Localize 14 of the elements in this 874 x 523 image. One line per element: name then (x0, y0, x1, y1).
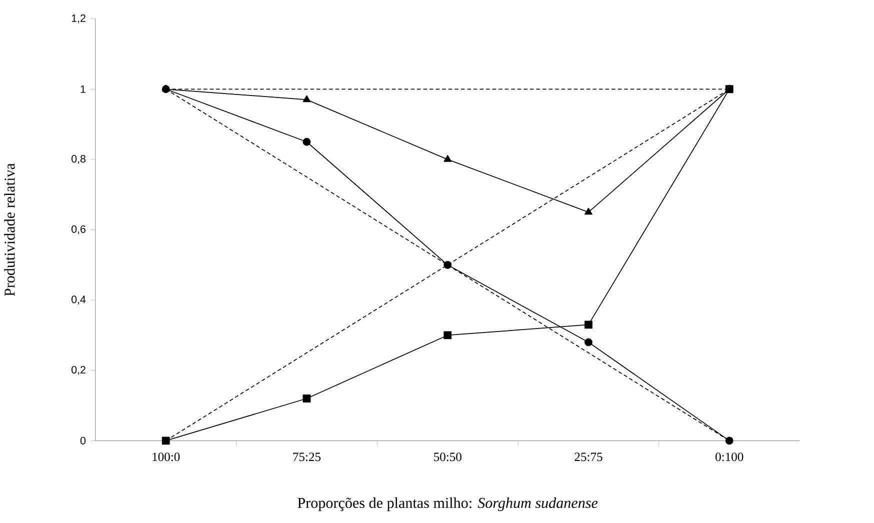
x-tick-label: 0:100 (716, 452, 744, 462)
y-tick-label: 0,2 (72, 366, 86, 375)
y-tick-label: 0,6 (72, 226, 86, 234)
y-tick-label: 1 (80, 86, 86, 93)
y-axis-title: Produtividade relativa (4, 163, 15, 296)
y-tick-label: 0 (80, 437, 86, 445)
x-tick-label: 75:25 (293, 452, 321, 462)
x-tick-label: 25:75 (574, 452, 602, 462)
x-axis-title: Proporções de plantas milho: Sorghum sudanense (298, 498, 598, 512)
x-tick-label: 50:50 (434, 452, 462, 462)
x-tick-label: 100:0 (152, 452, 180, 462)
y-tick-label: 1,2 (72, 14, 86, 24)
y-tick-label: 0,4 (72, 296, 86, 305)
y-tick-label: 0,8 (72, 155, 86, 164)
